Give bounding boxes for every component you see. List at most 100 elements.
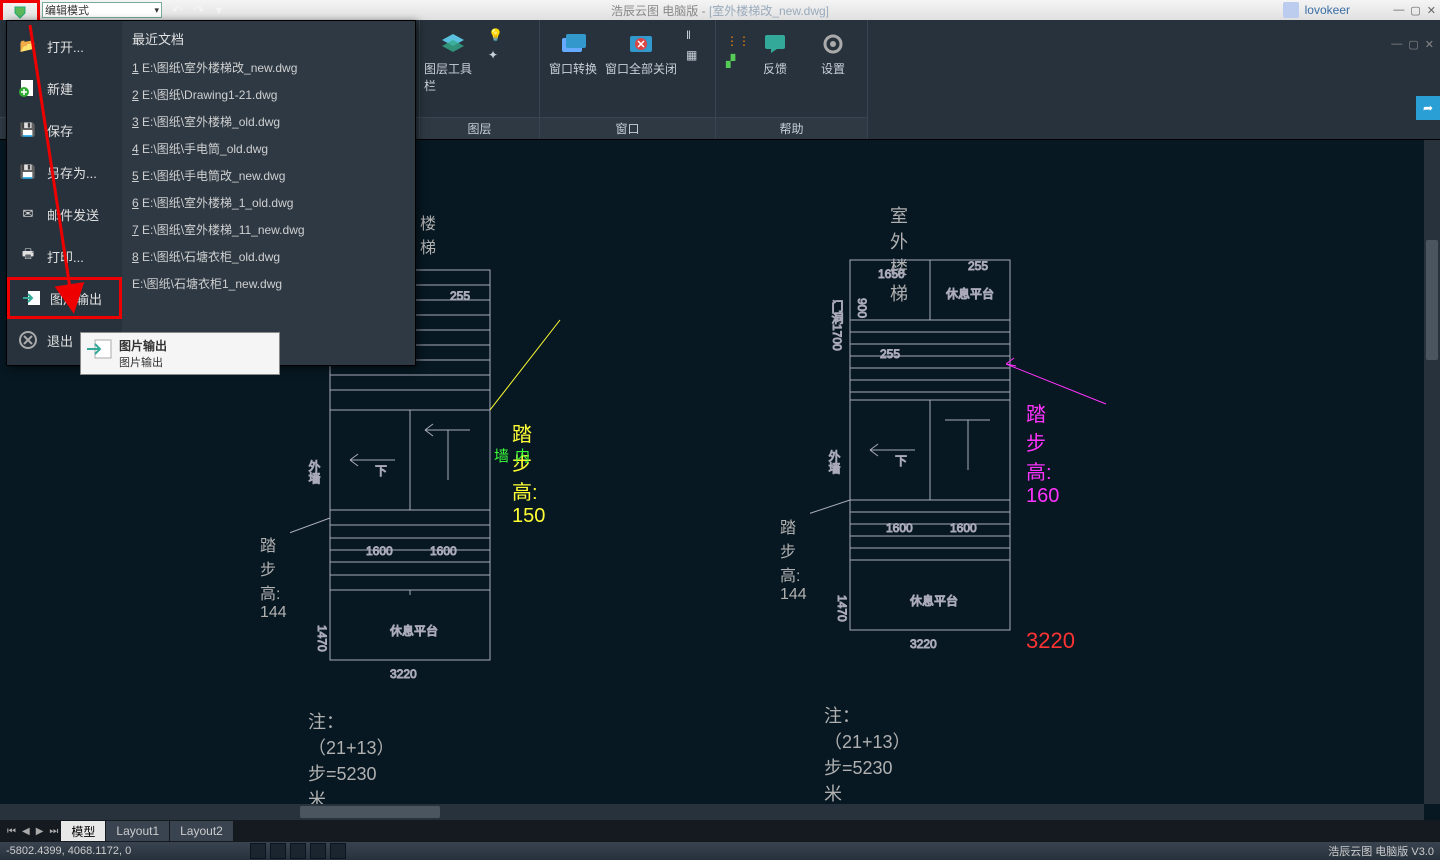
scrollbar-vertical[interactable]	[1424, 140, 1440, 804]
recent-file[interactable]: 7 E:\图纸\室外楼梯_11_new.dwg	[132, 216, 405, 243]
menu-saveas[interactable]: 💾另存为...	[7, 151, 122, 193]
layer-small-2[interactable]: ✦	[488, 48, 502, 62]
redo-icon[interactable]: ↷	[194, 3, 208, 17]
status-tool-5[interactable]	[330, 843, 346, 859]
svg-text:门洞1700: 门洞1700	[830, 299, 844, 351]
scrollbar-horizontal[interactable]	[0, 804, 1424, 820]
maximize-button[interactable]: ▢	[1410, 4, 1420, 17]
tab-last[interactable]: ⏭	[46, 826, 61, 837]
layers-button[interactable]: 图层工具栏	[424, 26, 482, 94]
width-red: 3220	[1026, 628, 1075, 654]
undo-icon[interactable]: ↶	[172, 3, 186, 17]
note-right: 注：（21+13）步=5230米	[824, 702, 902, 806]
menu-recent-panel: 最近文档 1 E:\图纸\室外楼梯改_new.dwg2 E:\图纸\Drawin…	[122, 21, 415, 365]
pause-icon: ‖	[686, 28, 700, 42]
mdi-controls: — ▢ ✕	[1391, 38, 1434, 51]
close-button[interactable]: ✕	[1427, 4, 1436, 17]
menu-open[interactable]: 📂打开...	[7, 25, 122, 67]
title-bar: 编辑模式 ↶ ↷ ▾ 浩辰云图 电脑版 - [室外楼梯改_new.dwg] lo…	[0, 0, 1440, 20]
recent-file[interactable]: 2 E:\图纸\Drawing1-21.dwg	[132, 81, 405, 108]
share-button[interactable]: ➦	[1416, 96, 1440, 120]
folder-switch-icon	[559, 30, 587, 58]
status-tool-1[interactable]	[250, 843, 266, 859]
saveas-icon: 💾	[17, 161, 39, 183]
app-icon[interactable]	[0, 0, 40, 20]
gear-icon	[819, 30, 847, 58]
tab-model[interactable]: 模型	[61, 821, 106, 841]
tab-first[interactable]: ⏮	[4, 826, 19, 837]
qat-more-icon[interactable]: ▾	[216, 3, 230, 17]
recent-header: 最近文档	[132, 29, 405, 48]
step-height-yellow: 踏步高: 150	[512, 418, 545, 528]
svg-text:1600: 1600	[886, 521, 913, 535]
mdi-min[interactable]: —	[1391, 38, 1402, 51]
recent-file[interactable]: E:\图纸\石塘衣柜1_new.dwg	[132, 270, 405, 297]
feedback-button[interactable]: 反馈	[746, 26, 804, 77]
ribbon-group-layer: 图层工具栏 💡 ✦ 图层	[420, 20, 540, 139]
version-label: 浩辰云图 电脑版 V3.0	[1328, 843, 1434, 859]
tab-layout1[interactable]: Layout1	[106, 821, 170, 841]
layer-small-1[interactable]: 💡	[488, 28, 502, 42]
status-tool-4[interactable]	[310, 843, 326, 859]
close-all-icon	[627, 30, 655, 58]
win-small-1[interactable]: ‖	[686, 28, 700, 42]
tab-next[interactable]: ▶	[33, 826, 47, 837]
settings-button[interactable]: 设置	[804, 26, 862, 77]
menu-left-panel: 📂打开... 新建 💾保存 💾另存为... ✉邮件发送 🖶打印... 图片输出 …	[7, 21, 122, 365]
help-small-2[interactable]: ▞	[726, 54, 740, 68]
status-tool-2[interactable]	[270, 843, 286, 859]
recent-file[interactable]: 5 E:\图纸\手电筒改_new.dwg	[132, 162, 405, 189]
app-menu: 📂打开... 新建 💾保存 💾另存为... ✉邮件发送 🖶打印... 图片输出 …	[6, 20, 416, 366]
win-switch-button[interactable]: 窗口转换	[544, 26, 602, 77]
status-bar: -5802.4399, 4068.1172, 0 浩辰云图 电脑版 V3.0	[0, 842, 1440, 860]
print-icon: 🖶	[17, 245, 39, 267]
svg-text:1600: 1600	[950, 521, 977, 535]
recent-file[interactable]: 4 E:\图纸\手电筒_old.dwg	[132, 135, 405, 162]
note-left: 注：（21+13）步=5230米	[308, 708, 386, 812]
menu-image-export[interactable]: 图片输出	[7, 277, 122, 319]
tab-layout2[interactable]: Layout2	[170, 821, 234, 841]
win-closeall-button[interactable]: 窗口全部关闭	[602, 26, 680, 77]
recent-file[interactable]: 1 E:\图纸\室外楼梯改_new.dwg	[132, 54, 405, 81]
help-small-1[interactable]: ⋮⋮	[726, 34, 740, 48]
menu-mail[interactable]: ✉邮件发送	[7, 193, 122, 235]
svg-text:3220: 3220	[390, 667, 417, 681]
step-height-144-r: 踏步高: 144	[780, 514, 810, 604]
recent-file[interactable]: 3 E:\图纸\室外楼梯_old.dwg	[132, 108, 405, 135]
recent-file[interactable]: 8 E:\图纸\石塘衣柜_old.dwg	[132, 243, 405, 270]
coordinates: -5802.4399, 4068.1172, 0	[0, 845, 131, 857]
mode-select[interactable]: 编辑模式	[42, 2, 162, 18]
svg-text:1470: 1470	[835, 595, 849, 622]
svg-text:1470: 1470	[315, 625, 329, 652]
username: lovokeer	[1305, 3, 1350, 17]
win-small-2[interactable]: ▦	[686, 48, 700, 62]
menu-print[interactable]: 🖶打印...	[7, 235, 122, 277]
status-tool-3[interactable]	[290, 843, 306, 859]
new-icon	[17, 77, 39, 99]
minimize-button[interactable]: —	[1393, 4, 1404, 17]
svg-text:休息平台: 休息平台	[910, 593, 958, 608]
quick-access-toolbar: ↶ ↷ ▾	[172, 3, 230, 17]
image-export-submenu[interactable]: 图片输出图片输出	[80, 332, 280, 375]
status-tools	[250, 843, 346, 859]
menu-new[interactable]: 新建	[7, 67, 122, 109]
tab-prev[interactable]: ◀	[19, 826, 33, 837]
feedback-icon	[761, 30, 789, 58]
inner-wall-green: 内墙	[490, 448, 532, 463]
window-controls: — ▢ ✕	[1393, 4, 1436, 17]
svg-text:1600: 1600	[430, 544, 457, 558]
svg-text:255: 255	[968, 259, 988, 273]
svg-text:外墙: 外墙	[307, 460, 321, 485]
svg-text:1650: 1650	[878, 267, 905, 281]
menu-save[interactable]: 💾保存	[7, 109, 122, 151]
mdi-close[interactable]: ✕	[1425, 38, 1434, 51]
save-icon: 💾	[17, 119, 39, 141]
wand-icon: ✦	[488, 48, 502, 62]
user-area[interactable]: lovokeer	[1283, 2, 1350, 18]
recent-file[interactable]: 6 E:\图纸\室外楼梯_1_old.dwg	[132, 189, 405, 216]
exit-icon	[17, 329, 39, 351]
svg-text:休息平台: 休息平台	[390, 623, 438, 638]
mdi-max[interactable]: ▢	[1408, 38, 1418, 51]
svg-text:900: 900	[855, 298, 869, 318]
grid-icon: ▦	[686, 48, 700, 62]
